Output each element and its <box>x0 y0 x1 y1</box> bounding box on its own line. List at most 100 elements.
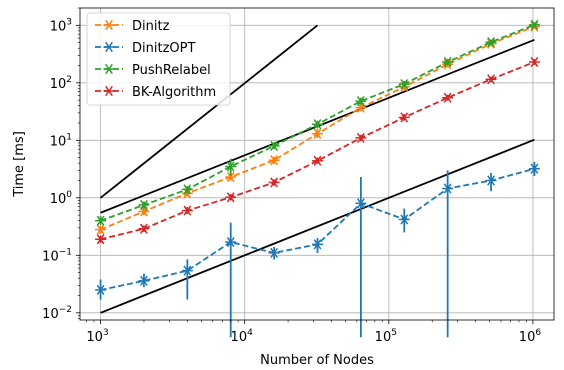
data-point <box>268 247 280 259</box>
marker-stroke <box>443 56 452 68</box>
data-point <box>442 183 454 194</box>
marker-stroke <box>96 284 105 296</box>
marker-stroke <box>183 205 192 216</box>
marker-stroke <box>270 177 279 188</box>
data-point <box>355 132 367 144</box>
marker-stroke <box>226 171 235 183</box>
y-tick-label: 10−1 <box>42 247 72 264</box>
legend-label: DinitzOPT <box>132 41 195 56</box>
data-point <box>95 284 107 296</box>
legend-item: DinitzOPT <box>95 41 195 56</box>
data-point <box>95 215 107 226</box>
marker-stroke <box>140 223 148 234</box>
data-point <box>225 171 237 183</box>
marker-stroke <box>105 85 113 97</box>
y-axis-label: Time [ms] <box>12 131 27 198</box>
grid <box>80 8 554 320</box>
data-point <box>181 205 193 216</box>
y-tick-label: 101 <box>50 132 72 149</box>
marker-stroke <box>530 19 539 30</box>
data-point <box>225 192 237 203</box>
marker-stroke <box>313 119 322 130</box>
legend-box <box>86 12 231 106</box>
data-point <box>398 78 410 90</box>
data-point <box>311 239 323 250</box>
legend-item: BK-Algorithm <box>95 85 216 100</box>
data-point <box>311 119 323 130</box>
reference-line <box>100 138 535 314</box>
marker-stroke <box>270 247 279 259</box>
legend-label: Dinitz <box>132 19 170 34</box>
y-tick-label: 102 <box>50 75 72 92</box>
marker-stroke <box>356 96 365 107</box>
marker-stroke <box>313 239 322 250</box>
marker-stroke <box>400 112 409 123</box>
marker-stroke <box>270 140 279 151</box>
data-point <box>485 74 497 85</box>
data-point <box>138 199 150 211</box>
series-pushrelabel <box>95 19 540 226</box>
data-point <box>95 224 107 235</box>
plot-frame <box>79 7 555 321</box>
data-point <box>442 92 454 103</box>
data-point <box>355 198 367 209</box>
x-tick-label: 104 <box>231 328 254 345</box>
legend-label: BK-Algorithm <box>132 85 216 100</box>
series-dinitzopt <box>95 161 540 338</box>
marker-stroke <box>313 128 322 139</box>
marker-stroke <box>356 198 365 209</box>
marker-stroke <box>140 199 148 211</box>
legend-item: PushRelabel <box>95 63 211 78</box>
marker-stroke <box>183 265 192 276</box>
marker-stroke <box>313 155 322 166</box>
marker-stroke <box>183 184 192 195</box>
y-tick-label: 100 <box>50 190 73 207</box>
data-point <box>355 96 367 107</box>
data-point <box>268 155 280 166</box>
legend: Dinitz DinitzOPT PushRelabel BK-Algorithm <box>86 12 231 106</box>
data-point <box>528 163 540 174</box>
y-tick-label: 103 <box>50 17 72 34</box>
marker-stroke <box>400 78 409 90</box>
x-tick-label: 103 <box>86 328 108 345</box>
marker-stroke <box>96 215 105 226</box>
data-point <box>528 19 540 30</box>
data-point <box>442 56 454 68</box>
data-point <box>485 37 497 48</box>
marker-stroke <box>105 63 113 75</box>
marker-stroke <box>443 183 452 194</box>
marker-stroke <box>356 132 365 144</box>
marker-stroke <box>400 214 409 225</box>
data-point <box>181 184 193 195</box>
legend-label: PushRelabel <box>132 63 211 78</box>
series-line <box>100 61 535 241</box>
marker-stroke <box>226 161 235 172</box>
reference-line <box>100 24 319 199</box>
marker-stroke <box>226 236 235 248</box>
marker-stroke <box>487 74 495 85</box>
marker-stroke <box>96 224 105 235</box>
marker-stroke <box>530 163 539 174</box>
data-point <box>95 234 107 245</box>
data-point <box>528 56 540 68</box>
data-point <box>225 161 237 172</box>
data-point <box>181 265 193 276</box>
marker-stroke <box>105 19 113 31</box>
data-point <box>311 155 323 166</box>
data-point <box>268 177 280 188</box>
marker-stroke <box>140 275 148 286</box>
marker-stroke <box>270 155 279 166</box>
x-tick-label: 105 <box>375 328 397 345</box>
legend-item: Dinitz <box>95 19 170 34</box>
marker-stroke <box>487 37 495 48</box>
marker-stroke <box>105 41 113 53</box>
x-axis-label: Number of Nodes <box>260 353 374 368</box>
data-point <box>398 214 410 225</box>
data-point <box>138 275 150 286</box>
ticks: 103 104 105 106 10−2 10−1 100 101 102 103 <box>42 7 541 345</box>
data-point <box>268 140 280 151</box>
series-layer <box>95 19 540 338</box>
data-point <box>398 112 410 123</box>
marker-stroke <box>226 192 235 203</box>
